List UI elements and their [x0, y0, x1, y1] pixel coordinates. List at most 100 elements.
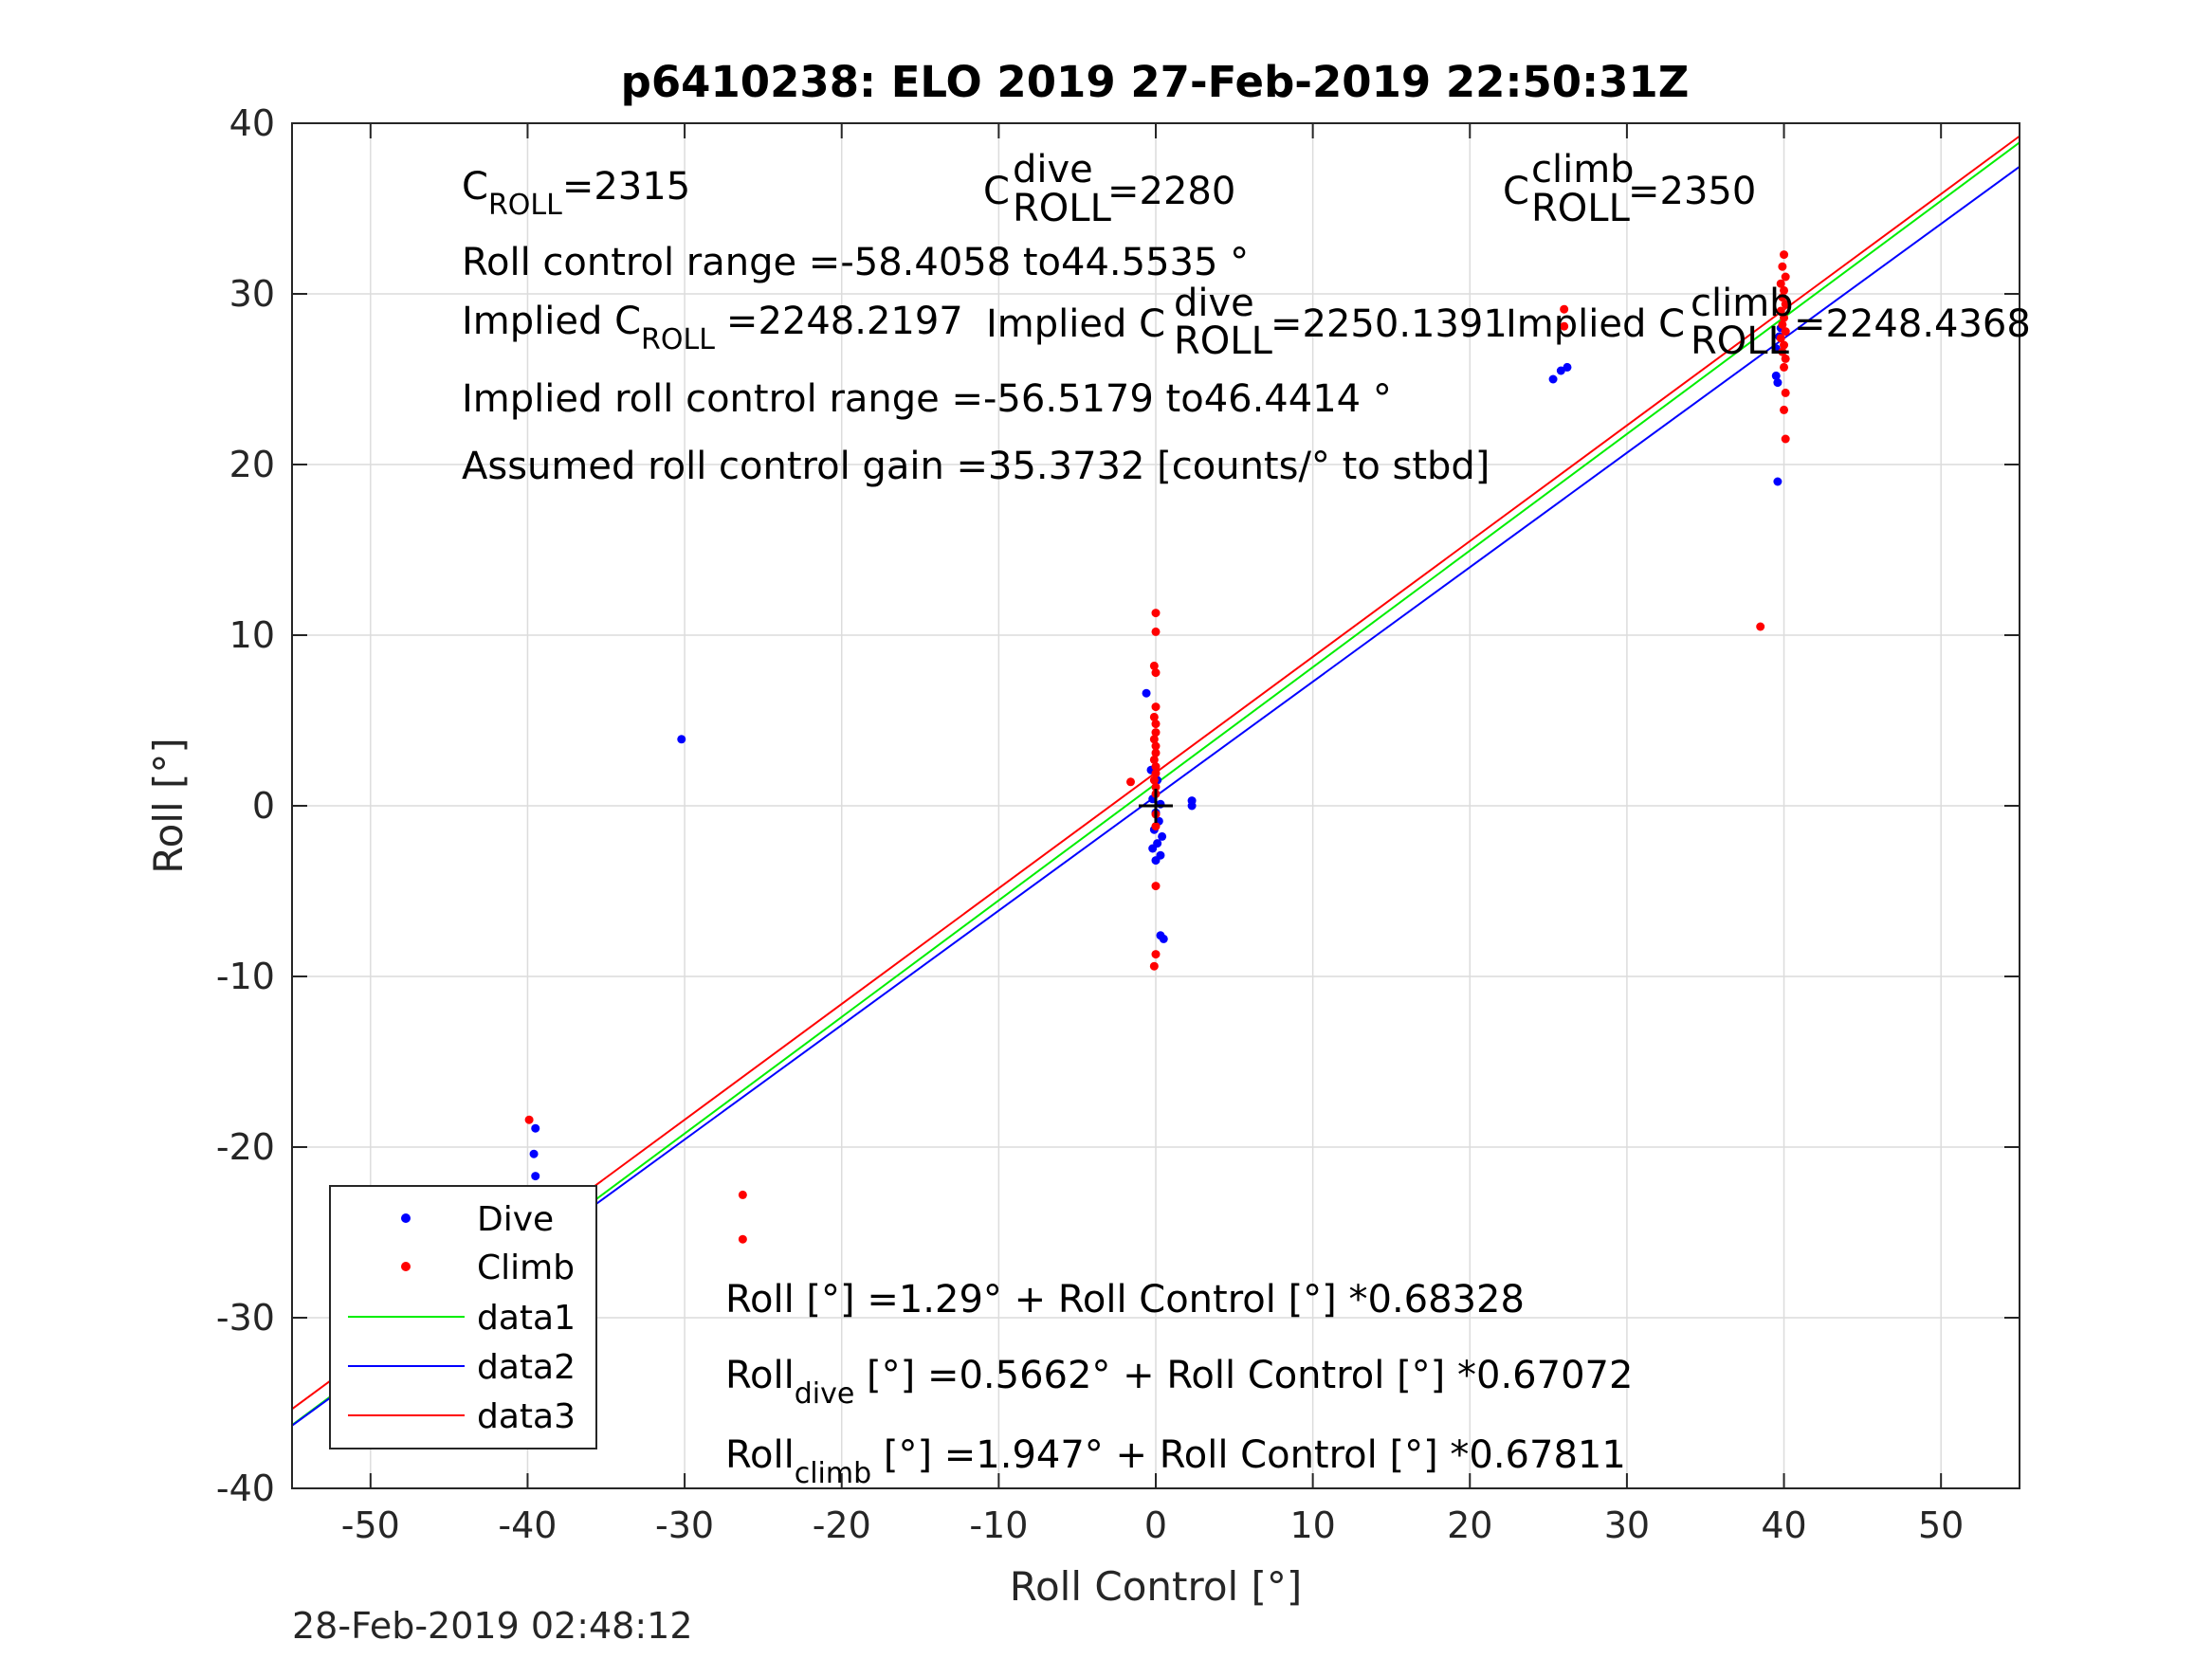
x-axis-label: Roll Control [°]: [1010, 1563, 1303, 1610]
annotation-implied-dive-sub: ROLL: [1174, 319, 1273, 363]
point-climb: [738, 1234, 747, 1244]
point-climb: [1149, 961, 1159, 971]
axis-ticks: -50 -40 -30 -20 -10 0 10 20 30 40 50 -40 -30 -20 -10 0 1…: [216, 102, 2020, 1546]
point-climb: [1778, 347, 1787, 356]
annotation-implied-climb-value: =2248.4368: [1794, 302, 2031, 346]
point-climb: [1778, 319, 1787, 329]
annotation-assumed-gain: Assumed roll control gain =35.3732 [coun…: [462, 445, 1490, 488]
annotation-roll-control-range: Roll control range =-58.4058 to44.5535 °: [462, 241, 1249, 284]
x-tick-label: -10: [969, 1504, 1028, 1546]
annotation-implied-c-roll-climb: Implied C: [1506, 302, 1685, 346]
point-dive: [1773, 378, 1782, 388]
point-climb: [1781, 434, 1790, 444]
point-climb: [1780, 340, 1789, 350]
point-climb: [1149, 735, 1159, 744]
annotation-c-roll-dive-sup: dive: [1013, 148, 1093, 191]
legend-climb-label: Climb: [477, 1249, 575, 1287]
point-climb: [1151, 741, 1161, 751]
legend-data2-label: data2: [477, 1348, 576, 1387]
annotation-c-roll: CROLL=2315: [462, 165, 690, 222]
legend-dive-marker: [401, 1213, 411, 1223]
point-climb: [1151, 950, 1161, 959]
y-tick-label: -40: [216, 1468, 275, 1509]
point-climb: [1125, 777, 1135, 787]
point-climb: [1776, 279, 1785, 288]
annotation-implied-range: Implied roll control range =-56.5179 to4…: [462, 377, 1392, 421]
y-tick-label: -30: [216, 1297, 275, 1339]
point-climb: [1780, 250, 1789, 260]
point-climb: [1151, 822, 1161, 831]
x-tick-label: 30: [1604, 1504, 1650, 1546]
point-climb: [1151, 728, 1161, 738]
y-tick-label: 0: [252, 785, 275, 827]
point-dive: [531, 1172, 540, 1181]
point-climb: [1776, 334, 1785, 343]
point-climb: [1780, 285, 1789, 295]
point-climb: [1151, 748, 1161, 757]
fit-equation-climb: Rollclimb [°] =1.947° + Roll Control [°]…: [725, 1433, 1626, 1490]
annotation-c-roll-dive-value: =2280: [1107, 170, 1235, 213]
y-axis-label: Roll [°]: [145, 738, 192, 873]
point-climb: [1151, 627, 1161, 636]
legend-climb-marker: [401, 1262, 411, 1271]
fit-equation-dive: Rolldive [°] =0.5662° + Roll Control [°]…: [725, 1354, 1633, 1411]
point-dive: [1142, 688, 1151, 698]
point-climb: [1781, 388, 1790, 397]
x-tick-label: -20: [813, 1504, 871, 1546]
point-dive: [529, 1149, 539, 1158]
point-dive: [1563, 362, 1572, 372]
point-climb: [1151, 720, 1161, 729]
point-climb: [1781, 300, 1790, 309]
x-tick-label: -40: [498, 1504, 557, 1546]
y-tick-label: 10: [229, 614, 275, 656]
y-tick-label: 20: [229, 444, 275, 485]
annotation-c-roll-climb-sup: climb: [1531, 148, 1635, 191]
point-dive: [1148, 844, 1158, 853]
annotation-c-roll-climb-value: =2350: [1628, 170, 1756, 213]
annotation-implied-dive-sup: dive: [1174, 282, 1254, 325]
point-dive: [1556, 366, 1565, 375]
y-tick-label: -10: [216, 956, 275, 997]
x-tick-label: -30: [655, 1504, 714, 1546]
point-dive: [1158, 831, 1167, 841]
point-climb: [1756, 622, 1765, 631]
annotation-c-roll-climb-sub: ROLL: [1531, 187, 1631, 230]
point-climb: [1149, 661, 1159, 670]
point-climb: [1151, 668, 1161, 678]
point-climb: [1151, 882, 1161, 891]
fit-equation-all: Roll [°] =1.29° + Roll Control [°] *0.68…: [725, 1278, 1525, 1322]
origin-marker: [1139, 789, 1173, 823]
x-tick-label: 20: [1447, 1504, 1492, 1546]
point-climb: [1560, 321, 1569, 331]
annotation-implied-c-roll: Implied CROLL =2248.2197: [462, 300, 963, 356]
point-climb: [1778, 262, 1787, 271]
x-tick-label: 0: [1144, 1504, 1167, 1546]
annotation-implied-climb-sub: ROLL: [1691, 319, 1790, 363]
legend-data3-label: data3: [477, 1397, 576, 1436]
x-tick-label: 50: [1918, 1504, 1964, 1546]
annotation-implied-climb-sup: climb: [1691, 282, 1794, 325]
point-climb: [1780, 405, 1789, 414]
legend-dive-label: Dive: [477, 1200, 554, 1239]
y-tick-label: 30: [229, 273, 275, 315]
x-tick-label: 40: [1761, 1504, 1806, 1546]
point-climb: [1151, 762, 1161, 772]
point-climb: [1149, 755, 1159, 764]
legend: Dive Climb data1 data2 data3: [329, 1185, 597, 1449]
legend-data1-label: data1: [477, 1299, 576, 1338]
point-climb: [1151, 702, 1161, 712]
chart-title: p6410238: ELO 2019 27-Feb-2019 22:50:31Z: [621, 57, 1690, 107]
point-climb: [738, 1190, 747, 1199]
x-tick-label: -50: [341, 1504, 400, 1546]
point-climb: [1149, 712, 1159, 721]
point-climb: [1151, 782, 1161, 792]
point-climb: [1776, 306, 1785, 316]
point-dive: [677, 735, 686, 744]
x-tick-label: 10: [1289, 1504, 1335, 1546]
point-climb: [1781, 354, 1790, 363]
point-dive: [1773, 477, 1782, 486]
point-climb: [1781, 272, 1790, 282]
point-dive: [531, 1123, 540, 1133]
point-dive: [1771, 344, 1781, 354]
